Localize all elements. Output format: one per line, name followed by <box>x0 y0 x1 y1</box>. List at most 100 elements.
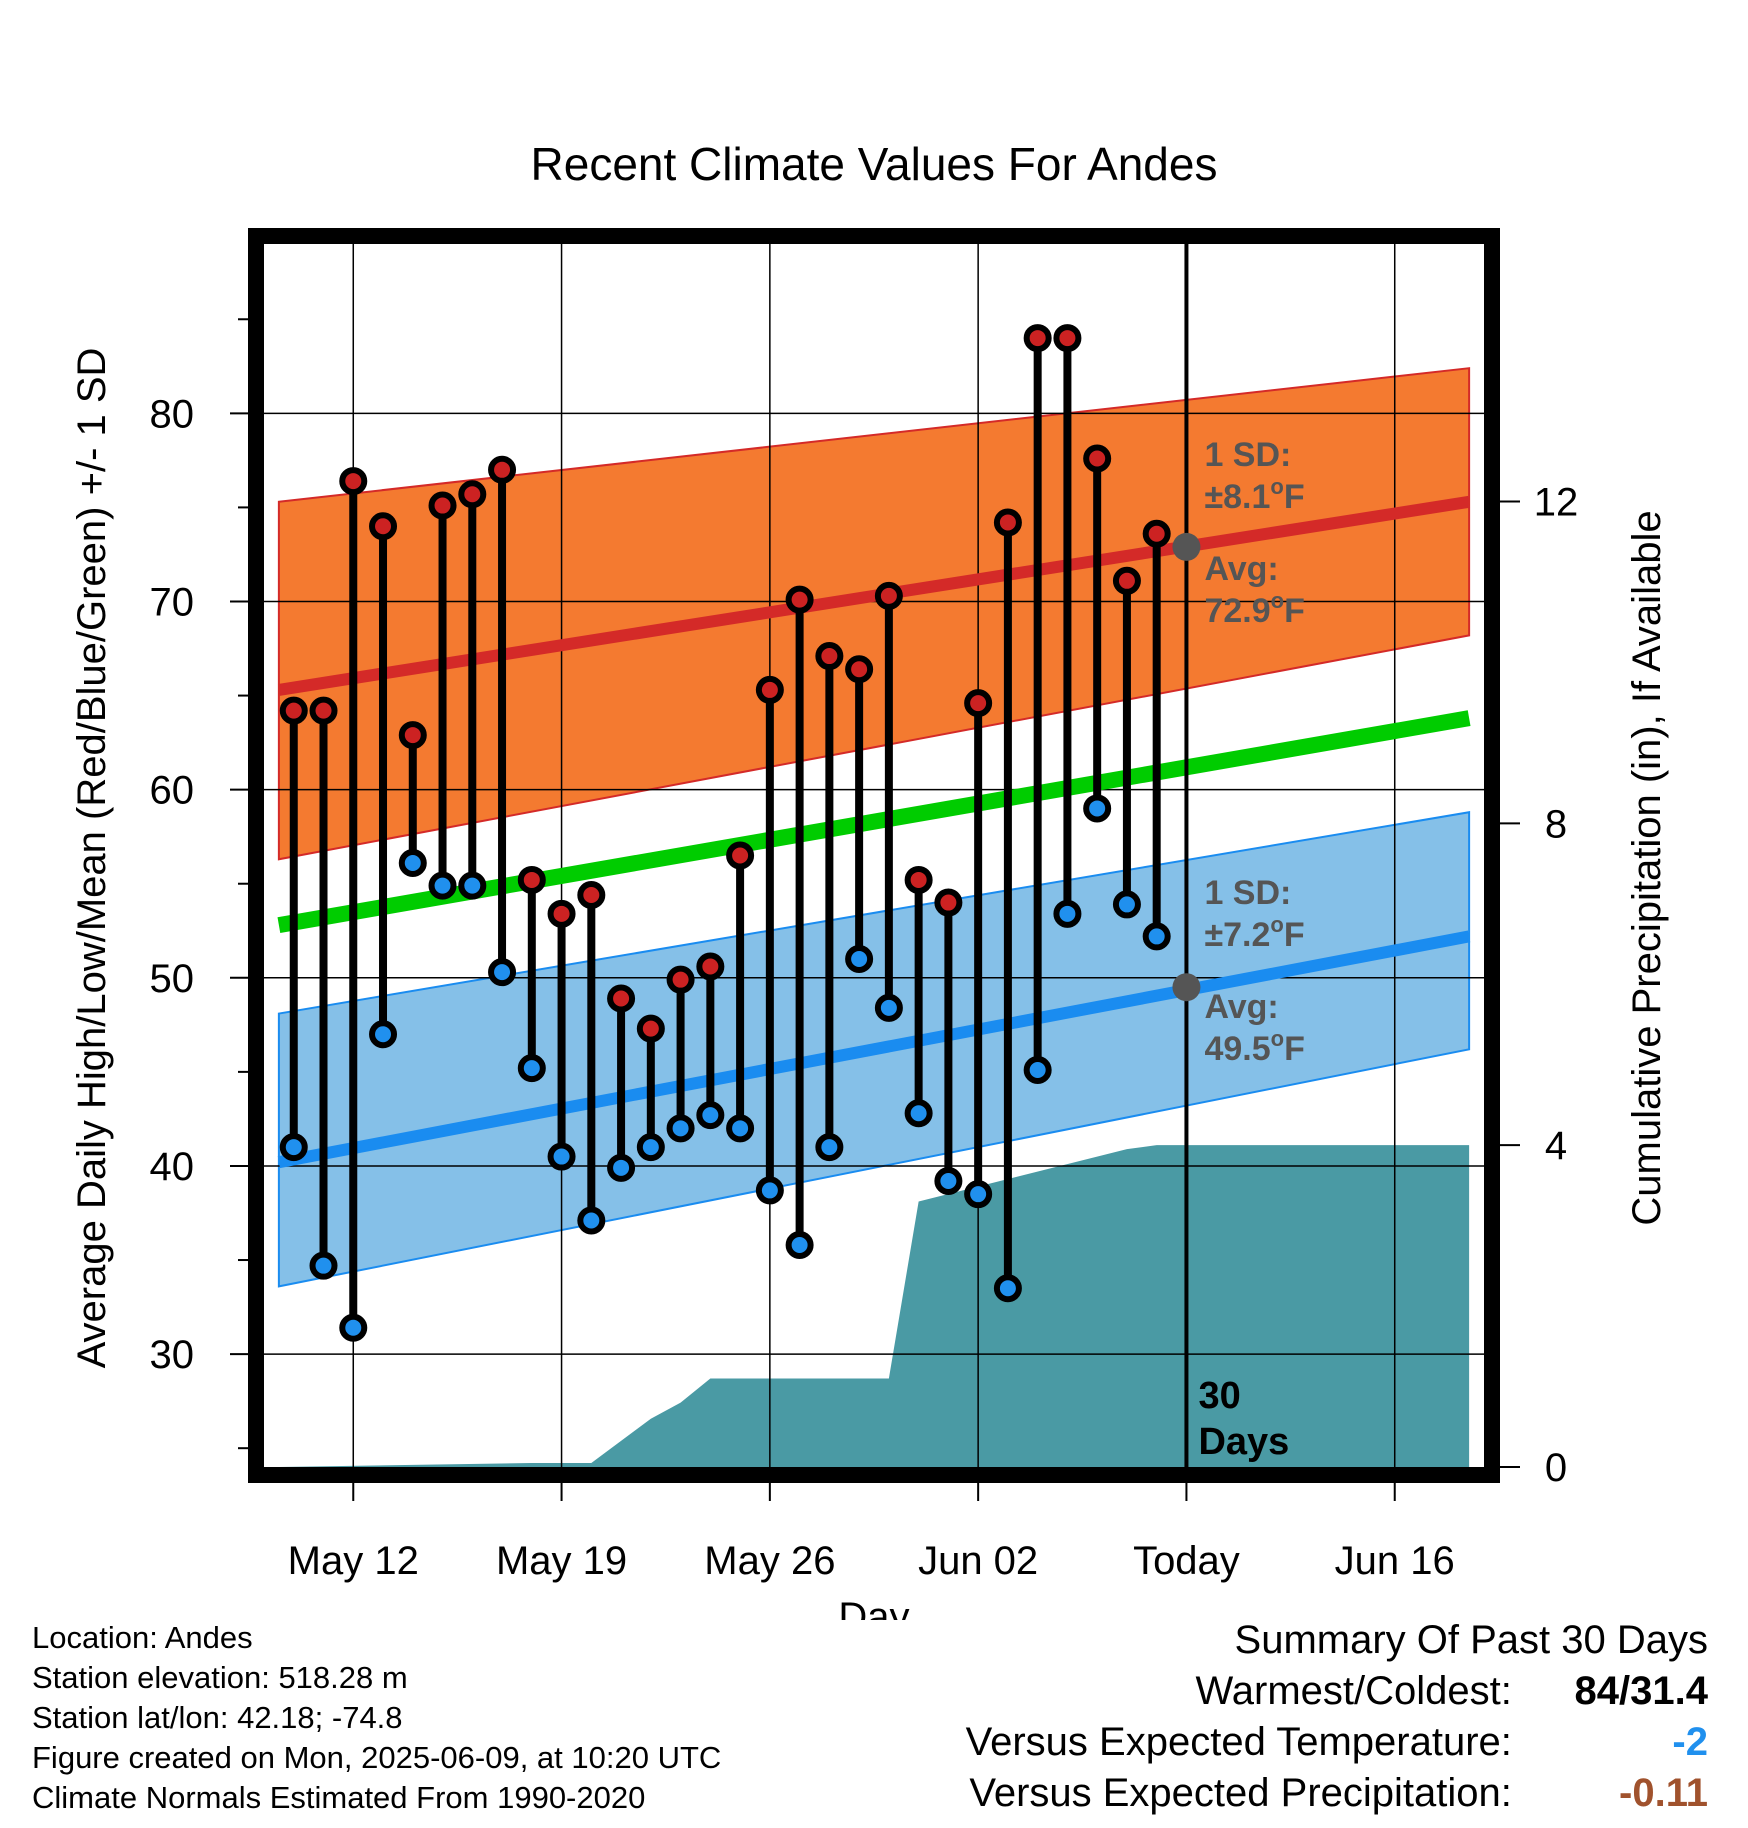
station-info: Location: Andes Station elevation: 518.2… <box>32 1618 721 1818</box>
x-tick-label: May 19 <box>496 1539 627 1583</box>
low-point <box>517 1054 546 1083</box>
y-right-tick-label: 8 <box>1545 802 1567 846</box>
high-point <box>934 888 963 917</box>
y-right-tick-label: 0 <box>1545 1446 1567 1490</box>
latlon-text: Station lat/lon: 42.18; -74.8 <box>32 1700 403 1735</box>
plot-frame <box>248 228 1500 1483</box>
high-point <box>607 984 636 1013</box>
x-tick-label: Today <box>1133 1539 1240 1583</box>
high-point <box>428 491 457 520</box>
low-avg-marker <box>1172 973 1201 1002</box>
y-left-tick-label: 30 <box>150 1333 195 1377</box>
low-point <box>696 1101 725 1130</box>
y-left-tick-label: 80 <box>150 392 195 436</box>
summary-temp: Versus Expected Temperature: -2 <box>966 1720 1708 1771</box>
high-point <box>964 689 993 718</box>
precip-value: -0.11 <box>1619 1771 1708 1815</box>
low-sd-title: 1 SD: <box>1204 874 1291 912</box>
precip-area <box>278 1145 1470 1467</box>
low-point <box>874 993 903 1022</box>
low-point <box>309 1251 338 1280</box>
high-point <box>874 581 903 610</box>
high-avg-text-unit: F <box>1284 592 1305 630</box>
low-point <box>428 871 457 900</box>
chart-title: Recent Climate Values For Andes <box>531 138 1218 190</box>
low-point <box>934 1167 963 1196</box>
days-label-line1: 30 <box>1198 1375 1240 1417</box>
low-point <box>964 1180 993 1209</box>
low-point <box>1112 890 1141 919</box>
high-point <box>398 721 427 750</box>
low-point <box>666 1114 695 1143</box>
low-point <box>755 1176 784 1205</box>
x-tick-label: Jun 02 <box>918 1539 1038 1583</box>
y-axis-right-title: Cumulative Precipitation (in), If Availa… <box>1625 510 1669 1225</box>
low-point <box>458 871 487 900</box>
high-avg-text: 72.9oF <box>1204 588 1304 630</box>
warm-cold-value: 84/31.4 <box>1574 1669 1708 1713</box>
days-label-line2: Days <box>1198 1421 1289 1463</box>
temp-label: Versus Expected Temperature: <box>965 1720 1512 1764</box>
summary-warm-cold: Warmest/Coldest: 84/31.4 <box>966 1669 1709 1720</box>
low-point <box>636 1133 665 1162</box>
y-left-tick-label: 40 <box>150 1145 195 1189</box>
low-point <box>369 1020 398 1049</box>
temp-value: -2 <box>1672 1720 1708 1764</box>
high-point <box>815 642 844 671</box>
low-point <box>1083 794 1112 823</box>
high-avg-marker <box>1172 532 1201 561</box>
high-avg-title: Avg: <box>1204 550 1278 588</box>
low-avg-text: 49.5oF <box>1204 1026 1304 1068</box>
high-point <box>547 899 576 928</box>
high-point <box>636 1014 665 1043</box>
high-point <box>1023 324 1052 353</box>
low-point <box>607 1153 636 1182</box>
high-sd-title: 1 SD: <box>1204 436 1291 474</box>
low-sd-text-degree: o <box>1270 912 1283 937</box>
low-normal-line <box>277 930 1471 1169</box>
created-text: Figure created on Mon, 2025-06-09, at 10… <box>32 1740 722 1775</box>
high-point <box>517 865 546 894</box>
high-point <box>339 467 368 496</box>
y-left-tick-label: 70 <box>150 580 195 624</box>
summary-precip: Versus Expected Precipitation: -0.11 <box>966 1771 1708 1822</box>
climate-chart: Recent Climate Values For Andes 1 SD:±8.… <box>70 138 1669 1620</box>
low-point <box>904 1099 933 1128</box>
high-sd-text-degree: o <box>1270 474 1283 499</box>
high-point <box>755 675 784 704</box>
low-point <box>398 849 427 878</box>
x-tick-label: Jun 16 <box>1335 1539 1455 1583</box>
high-sd-text-value: ±8.1 <box>1204 478 1270 516</box>
low-point <box>339 1313 368 1342</box>
warm-cold-label: Warmest/Coldest: <box>1195 1669 1512 1713</box>
high-point <box>458 480 487 509</box>
high-point <box>309 696 338 725</box>
low-point <box>845 944 874 973</box>
high-point <box>279 696 308 725</box>
y-axis-left-title: Average Daily High/Low/Mean (Red/Blue/Gr… <box>70 348 114 1369</box>
low-point <box>1053 899 1082 928</box>
precip-label: Versus Expected Precipitation: <box>969 1771 1512 1815</box>
high-point <box>904 865 933 894</box>
low-point <box>577 1206 606 1235</box>
low-point <box>726 1114 755 1143</box>
elevation-text: Station elevation: 518.28 m <box>32 1660 408 1695</box>
high-sd-text-unit: F <box>1284 478 1305 516</box>
low-point <box>1023 1055 1052 1084</box>
low-point <box>488 958 517 987</box>
high-point <box>666 965 695 994</box>
low-sd-text-value: ±7.2 <box>1204 916 1270 954</box>
low-point <box>1142 922 1171 951</box>
high-point <box>993 508 1022 537</box>
x-axis-title: Day <box>838 1595 909 1620</box>
high-point <box>369 512 398 541</box>
high-point <box>1083 444 1112 473</box>
low-point <box>993 1274 1022 1303</box>
high-avg-text-value: 72.9 <box>1204 592 1270 630</box>
high-point <box>488 455 517 484</box>
low-sd-text-unit: F <box>1284 916 1305 954</box>
y-left-tick-label: 50 <box>150 957 195 1001</box>
high-point <box>1053 324 1082 353</box>
high-sd-text: ±8.1oF <box>1204 474 1304 516</box>
